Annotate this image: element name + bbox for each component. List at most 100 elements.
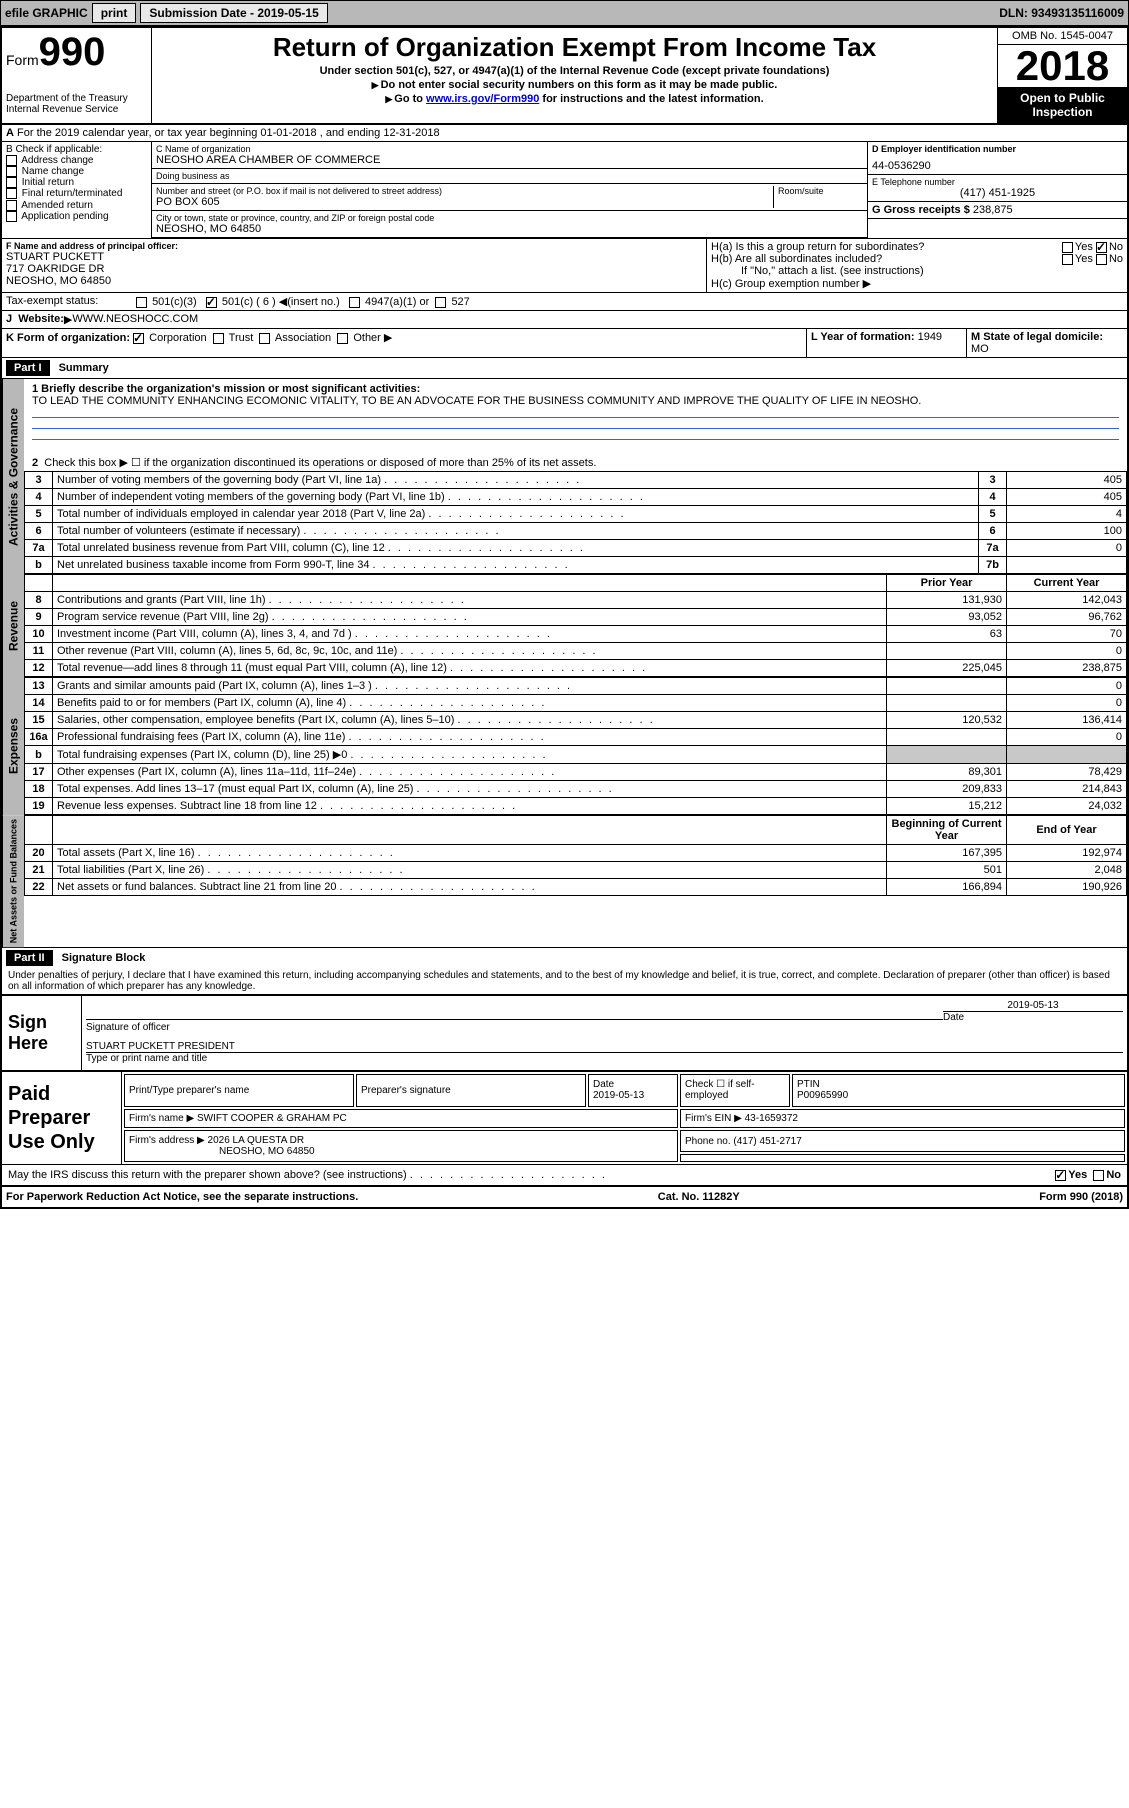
part2-bar: Part II [6,950,53,966]
officer-signature-line[interactable] [86,1004,943,1020]
501c3-checkbox[interactable] [136,297,147,308]
blocks-fh: F Name and address of principal officer:… [2,238,1127,292]
part1-title: Summary [59,362,109,374]
checkbox[interactable] [6,155,17,166]
sig-date-label: Date [943,1011,1123,1023]
other-checkbox[interactable] [337,333,348,344]
governance-table: 3Number of voting members of the governi… [24,471,1127,574]
open-inspection: Open to Public Inspection [998,87,1127,123]
assoc-checkbox[interactable] [259,333,270,344]
block-b-option: Final return/terminated [6,188,147,199]
form-990-number: 990 [39,30,106,74]
table-row: 11Other revenue (Part VIII, column (A), … [25,643,1127,660]
prep-selfemp: Check ☐ if self-employed [680,1074,790,1106]
prep-sig-label: Preparer's signature [356,1074,586,1106]
part2-header: Part II Signature Block [2,947,1127,968]
form-subtitle: Under section 501(c), 527, or 4947(a)(1)… [156,65,993,77]
table-row: 22Net assets or fund balances. Subtract … [25,879,1127,896]
officer-label: F Name and address of principal officer: [6,241,178,251]
mission-text: TO LEAD THE COMMUNITY ENHANCING ECOMONIC… [32,395,921,407]
activities-sidebar: Activities & Governance [2,379,24,574]
mission-rules [32,417,1119,440]
table-row: bTotal fundraising expenses (Part IX, co… [25,746,1127,764]
table-row: 4Number of independent voting members of… [25,489,1127,506]
block-b-option: Amended return [6,200,147,211]
checkbox[interactable] [6,166,17,177]
form-label: Form [6,52,39,68]
trust-checkbox[interactable] [213,333,224,344]
block-c: C Name of organization NEOSHO AREA CHAMB… [152,142,867,238]
page-footer: For Paperwork Reduction Act Notice, see … [2,1185,1127,1207]
corp-checkbox[interactable] [133,333,144,344]
preparer-table: Print/Type preparer's name Preparer's si… [122,1072,1127,1164]
checkbox[interactable] [6,188,17,199]
prep-ptin: PTINP00965990 [792,1074,1125,1106]
dba-label: Doing business as [156,171,863,181]
website-row: J Website: ▶ WWW.NEOSHOCC.COM [2,310,1127,328]
officer-line: 717 OAKRIDGE DR [6,263,702,275]
firm-phone-row: Phone no. (417) 451-2717 [680,1130,1125,1152]
block-m: M State of legal domicile: MO [967,329,1127,357]
checkbox[interactable] [6,200,17,211]
501c-checkbox[interactable] [206,297,217,308]
table-row: 12Total revenue—add lines 8 through 11 (… [25,660,1127,677]
block-b-option: Address change [6,155,147,166]
ha-yes-checkbox[interactable] [1062,242,1073,253]
perjury-declaration: Under penalties of perjury, I declare th… [2,968,1127,994]
table-row: 18Total expenses. Add lines 13–17 (must … [25,781,1127,798]
block-de: D Employer identification number 44-0536… [867,142,1127,238]
mission-block: 1 Briefly describe the organization's mi… [24,379,1127,454]
block-b-option: Application pending [6,211,147,222]
hb-no-checkbox[interactable] [1096,254,1107,265]
table-row: 8Contributions and grants (Part VIII, li… [25,592,1127,609]
phone-value: (417) 451-1925 [872,187,1123,199]
dln-label: DLN: 93493135116009 [999,6,1124,20]
pra-notice: For Paperwork Reduction Act Notice, see … [6,1191,358,1203]
part1-body: Activities & Governance 1 Briefly descri… [2,378,1127,574]
block-h: H(a) Is this a group return for subordin… [707,239,1127,292]
ha-no-checkbox[interactable] [1096,242,1107,253]
dba-row: Doing business as [152,169,867,184]
header-right: OMB No. 1545-0047 2018 Open to Public In… [997,28,1127,123]
527-checkbox[interactable] [435,297,446,308]
expenses-table: 13Grants and similar amounts paid (Part … [24,677,1127,815]
city-label: City or town, state or province, country… [156,213,863,223]
block-b-option: Initial return [6,177,147,188]
goto-prefix: Go to [385,93,423,105]
org-name-row: C Name of organization NEOSHO AREA CHAMB… [152,142,867,169]
prep-date: Date2019-05-13 [588,1074,678,1106]
part2-title: Signature Block [62,952,146,964]
table-row: bNet unrelated business taxable income f… [25,557,1127,574]
submission-date-button[interactable]: Submission Date - 2019-05-15 [140,3,327,23]
ssn-note: Do not enter social security numbers on … [156,79,993,91]
checkbox[interactable] [6,177,17,188]
ein-label: D Employer identification number [872,144,1123,154]
hb-yes-checkbox[interactable] [1062,254,1073,265]
print-button[interactable]: print [92,3,137,23]
sign-body: Signature of officer 2019-05-13 Date STU… [82,996,1127,1070]
table-row: 9Program service revenue (Part VIII, lin… [25,609,1127,626]
table-row: 10Investment income (Part VIII, column (… [25,626,1127,643]
org-name-label: C Name of organization [156,144,863,154]
table-header: Prior YearCurrent Year [25,575,1127,592]
table-row: 14Benefits paid to or for members (Part … [25,695,1127,712]
sign-here-section: Sign Here Signature of officer 2019-05-1… [2,994,1127,1070]
hb-row: H(b) Are all subordinates included? Yes … [711,253,1123,265]
block-d: D Employer identification number 44-0536… [868,142,1127,175]
checkbox[interactable] [6,211,17,222]
part1-header: Part I Summary [2,357,1127,378]
discuss-yes-checkbox[interactable] [1055,1170,1066,1181]
officer-line: STUART PUCKETT [6,251,702,263]
4947-checkbox[interactable] [349,297,360,308]
block-l: L Year of formation: 1949 [807,329,967,357]
discuss-no-checkbox[interactable] [1093,1170,1104,1181]
firm-ein-row: Firm's EIN ▶ 43-1659372 [680,1109,1125,1129]
form-990: Form990 Department of the Treasury Inter… [0,26,1129,1209]
dept-treasury: Department of the Treasury [6,93,147,104]
firm-name-row: Firm's name ▶ SWIFT COOPER & GRAHAM PC [124,1109,678,1129]
sig-name: STUART PUCKETT PRESIDENT [86,1041,1123,1052]
revenue-table: Prior YearCurrent Year8Contributions and… [24,574,1127,677]
form990-link[interactable]: www.irs.gov/Form990 [426,93,539,105]
sig-officer-label: Signature of officer [86,1022,943,1033]
netassets-sidebar: Net Assets or Fund Balances [2,815,24,947]
